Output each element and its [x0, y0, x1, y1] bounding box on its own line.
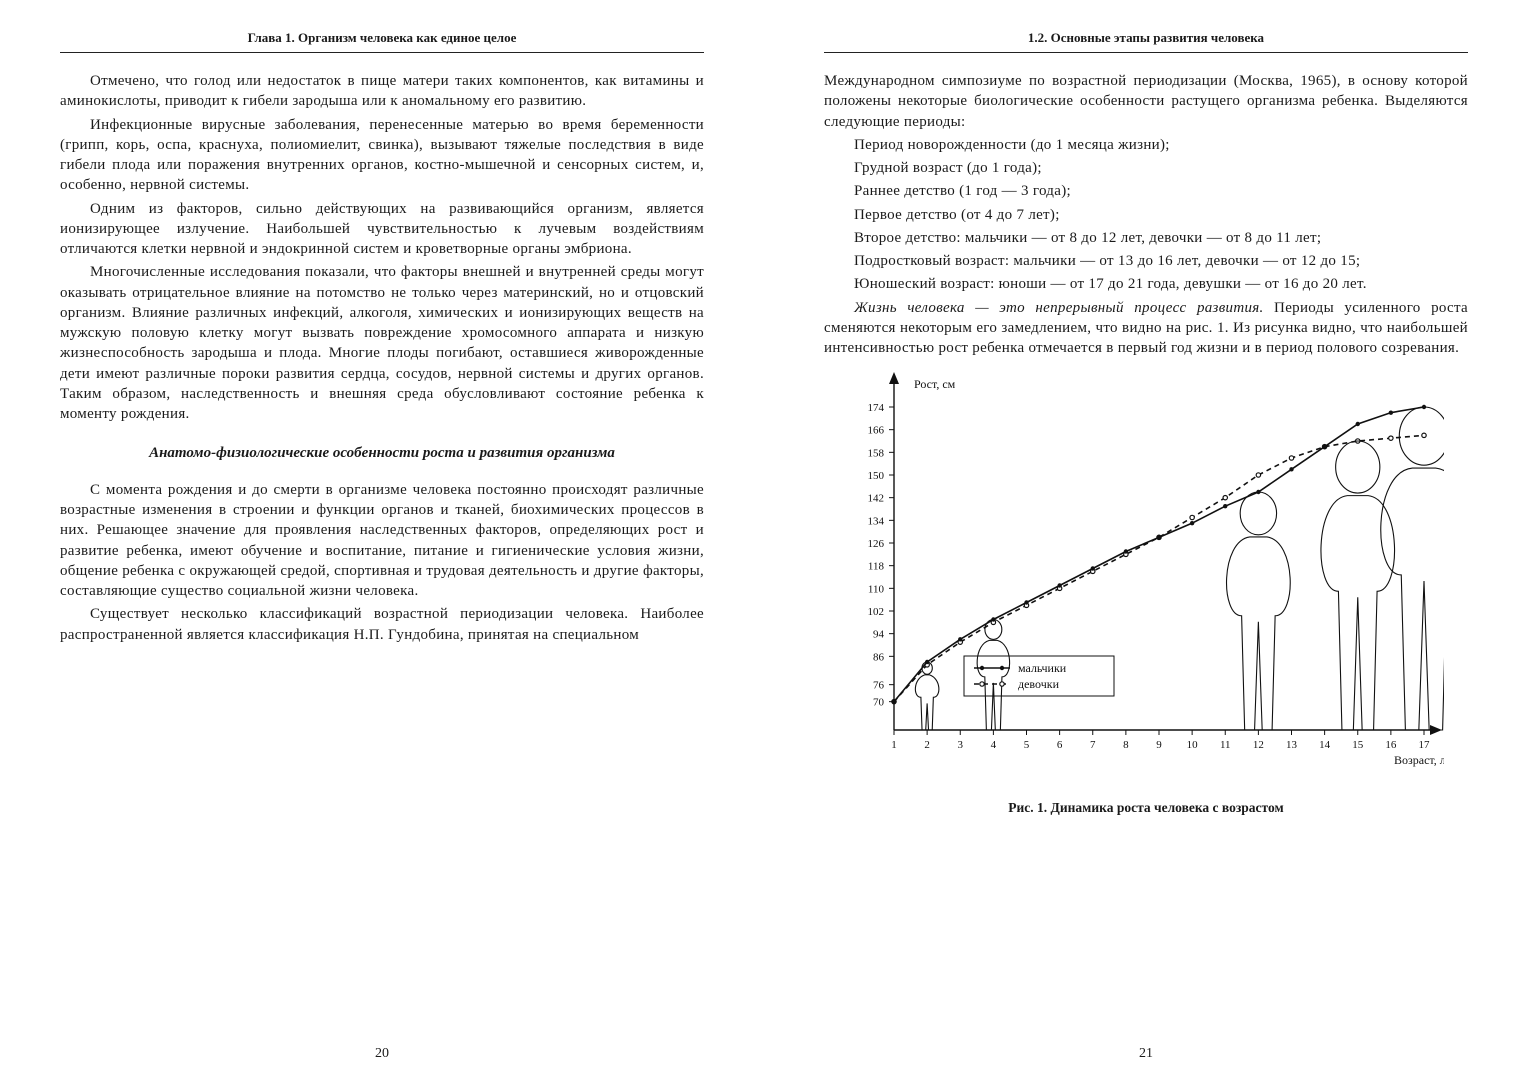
svg-text:12: 12 [1253, 739, 1264, 751]
svg-text:134: 134 [868, 516, 885, 528]
svg-text:13: 13 [1286, 739, 1298, 751]
svg-text:5: 5 [1024, 739, 1030, 751]
svg-text:14: 14 [1319, 739, 1331, 751]
svg-text:15: 15 [1352, 739, 1364, 751]
svg-text:10: 10 [1187, 739, 1199, 751]
svg-text:Возраст, лет: Возраст, лет [1394, 753, 1444, 767]
list-item: Раннее детство (1 год — 3 года); [824, 181, 1468, 201]
svg-text:142: 142 [868, 493, 885, 505]
paragraph: Инфекционные вирусные заболевания, перен… [60, 115, 704, 196]
svg-text:16: 16 [1385, 739, 1397, 751]
svg-text:174: 174 [868, 402, 885, 414]
svg-text:девочки: девочки [1018, 677, 1060, 691]
svg-text:7: 7 [1090, 739, 1096, 751]
svg-text:110: 110 [868, 584, 885, 596]
svg-text:9: 9 [1156, 739, 1162, 751]
list-item: Первое детство (от 4 до 7 лет); [824, 205, 1468, 225]
svg-text:2: 2 [924, 739, 930, 751]
list-item: Период новорожденности (до 1 месяца жизн… [824, 135, 1468, 155]
svg-text:118: 118 [868, 561, 885, 573]
svg-text:8: 8 [1123, 739, 1129, 751]
paragraph: Международном симпозиуме по возрастной п… [824, 71, 1468, 132]
growth-chart-svg: 7076869410211011812613414215015816617412… [824, 370, 1444, 790]
svg-text:17: 17 [1419, 739, 1431, 751]
svg-text:мальчики: мальчики [1018, 661, 1067, 675]
italic-lead: Жизнь человека — это непрерывный процесс… [854, 300, 1264, 316]
svg-text:1: 1 [891, 739, 897, 751]
paragraph: Жизнь человека — это непрерывный процесс… [824, 298, 1468, 359]
list-item: Второе детство: мальчики — от 8 до 12 ле… [824, 228, 1468, 248]
figure-caption: Рис. 1. Динамика роста человека с возрас… [824, 800, 1468, 816]
svg-text:166: 166 [868, 425, 885, 437]
svg-text:70: 70 [873, 697, 885, 709]
list-item: Подростковый возраст: мальчики — от 13 д… [824, 251, 1468, 271]
paragraph: Многочисленные исследования показали, чт… [60, 262, 704, 424]
svg-text:Рост, см: Рост, см [914, 377, 956, 391]
section-header: 1.2. Основные этапы развития человека [824, 30, 1468, 53]
subheading: Анатомо-физиологические особенности рост… [60, 444, 704, 464]
list-item: Грудной возраст (до 1 года); [824, 158, 1468, 178]
paragraph: Одним из факторов, сильно действующих на… [60, 199, 704, 260]
svg-text:158: 158 [868, 448, 885, 460]
page-number: 21 [764, 1046, 1528, 1062]
page-number: 20 [0, 1046, 764, 1062]
svg-text:126: 126 [868, 538, 885, 550]
svg-text:94: 94 [873, 629, 885, 641]
list-item: Юношеский возраст: юноши — от 17 до 21 г… [824, 274, 1468, 294]
chapter-header: Глава 1. Организм человека как единое це… [60, 30, 704, 53]
paragraph: Отмечено, что голод или недостаток в пищ… [60, 71, 704, 112]
svg-text:4: 4 [991, 739, 997, 751]
svg-text:6: 6 [1057, 739, 1063, 751]
paragraph: Существует несколько классификаций возра… [60, 604, 704, 645]
growth-chart: 7076869410211011812613414215015816617412… [824, 370, 1468, 790]
svg-text:11: 11 [1220, 739, 1231, 751]
svg-text:86: 86 [873, 652, 885, 664]
paragraph: С момента рождения и до смерти в организ… [60, 480, 704, 602]
svg-text:102: 102 [868, 606, 885, 618]
svg-text:3: 3 [958, 739, 964, 751]
svg-text:150: 150 [868, 470, 885, 482]
svg-text:76: 76 [873, 680, 885, 692]
